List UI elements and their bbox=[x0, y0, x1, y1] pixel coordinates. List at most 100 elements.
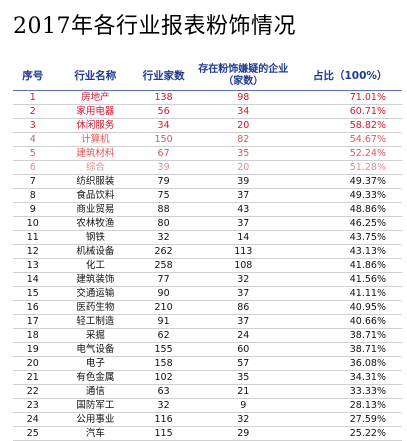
header-fraud-line2: （家数） bbox=[223, 75, 264, 87]
fraud-count-cell: 35 bbox=[237, 147, 250, 159]
table-row: 23 国防军工 32 9 28.13% bbox=[13, 398, 402, 412]
header-ratio: 占比（100%） bbox=[312, 70, 388, 83]
count-cell: 77 bbox=[157, 273, 170, 285]
fraud-count-cell: 57 bbox=[237, 357, 250, 369]
rank-cell: 14 bbox=[26, 273, 39, 285]
fraud-count-cell: 32 bbox=[237, 413, 250, 425]
table-row: 20 电子 158 57 36.08% bbox=[13, 356, 402, 370]
fraud-count-cell: 98 bbox=[237, 91, 250, 103]
count-cell: 102 bbox=[154, 371, 173, 383]
count-cell: 32 bbox=[157, 231, 170, 243]
fraud-count-cell: 39 bbox=[237, 175, 250, 187]
count-cell: 155 bbox=[154, 343, 173, 355]
table-row: 15 交通运输 90 37 41.11% bbox=[13, 286, 402, 300]
rank-cell: 5 bbox=[29, 147, 36, 159]
fraud-count-cell: 37 bbox=[237, 189, 250, 201]
ratio-cell: 54.67% bbox=[349, 133, 386, 145]
industry-cell: 交通运输 bbox=[76, 287, 115, 299]
count-cell: 62 bbox=[157, 329, 170, 341]
table-row: 3 休闲服务 34 20 58.82% bbox=[13, 118, 402, 132]
header-rank: 序号 bbox=[22, 70, 44, 83]
fraud-count-cell: 108 bbox=[234, 259, 253, 271]
industry-cell: 公用事业 bbox=[76, 413, 115, 425]
table-row: 14 建筑装饰 77 32 41.56% bbox=[13, 272, 402, 286]
rank-cell: 8 bbox=[29, 189, 36, 201]
industry-cell: 纺织服装 bbox=[76, 175, 115, 187]
rank-cell: 18 bbox=[26, 329, 39, 341]
fraud-count-cell: 24 bbox=[237, 329, 250, 341]
industry-cell: 化工 bbox=[85, 259, 105, 271]
table-row: 11 钢铁 32 14 43.75% bbox=[13, 230, 402, 244]
ratio-cell: 49.33% bbox=[349, 189, 386, 201]
table-row: 7 纺织服装 79 39 49.37% bbox=[13, 174, 402, 188]
rank-cell: 17 bbox=[26, 315, 39, 327]
ratio-cell: 38.71% bbox=[349, 343, 386, 355]
table-header-row: 序号 行业名称 行业家数 存在粉饰嫌疑的企业 （家数） 占比（100%） bbox=[13, 62, 402, 90]
fraud-count-cell: 37 bbox=[237, 287, 250, 299]
table-row: 6 综合 39 20 51.28% bbox=[13, 160, 402, 174]
industry-cell: 机械设备 bbox=[76, 245, 115, 257]
table-row: 4 计算机 150 82 54.67% bbox=[13, 132, 402, 146]
table-row: 1 房地产 138 98 71.01% bbox=[13, 90, 402, 104]
rank-cell: 20 bbox=[26, 357, 39, 369]
ratio-cell: 41.86% bbox=[349, 259, 386, 271]
fraud-count-cell: 9 bbox=[240, 399, 247, 411]
table-body: 1 房地产 138 98 71.01% 2 家用电器 56 34 60.71% 3 休闲服务 34 20 5… bbox=[13, 90, 402, 440]
industry-cell: 食品饮料 bbox=[76, 189, 115, 201]
rank-cell: 4 bbox=[29, 133, 36, 145]
ratio-cell: 40.66% bbox=[349, 315, 386, 327]
table-row: 25 汽车 115 29 25.22% bbox=[13, 426, 402, 440]
industry-cell: 医药生物 bbox=[76, 301, 115, 313]
ratio-cell: 33.33% bbox=[349, 385, 386, 397]
count-cell: 79 bbox=[157, 175, 170, 187]
rank-cell: 13 bbox=[26, 259, 39, 271]
table-row: 16 医药生物 210 86 40.95% bbox=[13, 300, 402, 314]
ratio-cell: 51.28% bbox=[349, 161, 386, 173]
industry-cell: 房地产 bbox=[81, 91, 110, 103]
industry-cell: 建筑装饰 bbox=[76, 273, 115, 285]
count-cell: 158 bbox=[154, 357, 173, 369]
industry-table: 序号 行业名称 行业家数 存在粉饰嫌疑的企业 （家数） 占比（100%） 1 房地… bbox=[13, 62, 402, 441]
count-cell: 88 bbox=[157, 203, 170, 215]
ratio-cell: 41.56% bbox=[349, 273, 386, 285]
table-row: 5 建筑材料 67 35 52.24% bbox=[13, 146, 402, 160]
fraud-count-cell: 34 bbox=[237, 105, 250, 117]
ratio-cell: 34.31% bbox=[349, 371, 386, 383]
ratio-cell: 71.01% bbox=[349, 91, 386, 103]
fraud-count-cell: 37 bbox=[237, 217, 250, 229]
ratio-cell: 27.59% bbox=[349, 413, 386, 425]
ratio-cell: 46.25% bbox=[349, 217, 386, 229]
fraud-count-cell: 37 bbox=[237, 315, 250, 327]
ratio-cell: 40.95% bbox=[349, 301, 386, 313]
table-row: 8 食品饮料 75 37 49.33% bbox=[13, 188, 402, 202]
count-cell: 115 bbox=[154, 427, 173, 439]
count-cell: 90 bbox=[157, 287, 170, 299]
rank-cell: 3 bbox=[29, 119, 36, 131]
rank-cell: 9 bbox=[29, 203, 36, 215]
ratio-cell: 36.08% bbox=[349, 357, 386, 369]
ratio-cell: 28.13% bbox=[349, 399, 386, 411]
rank-cell: 22 bbox=[26, 385, 39, 397]
fraud-count-cell: 20 bbox=[237, 119, 250, 131]
industry-cell: 综合 bbox=[85, 161, 105, 173]
rank-cell: 2 bbox=[29, 105, 36, 117]
industry-cell: 农林牧渔 bbox=[76, 217, 115, 229]
count-cell: 34 bbox=[157, 119, 170, 131]
industry-cell: 国防军工 bbox=[76, 399, 115, 411]
ratio-cell: 43.13% bbox=[349, 245, 386, 257]
count-cell: 150 bbox=[154, 133, 173, 145]
header-industry: 行业名称 bbox=[74, 70, 117, 83]
table-row: 12 机械设备 262 113 43.13% bbox=[13, 244, 402, 258]
industry-cell: 家用电器 bbox=[76, 105, 115, 117]
ratio-cell: 60.71% bbox=[349, 105, 386, 117]
fraud-count-cell: 113 bbox=[234, 245, 253, 257]
fraud-count-cell: 60 bbox=[237, 343, 250, 355]
ratio-cell: 41.11% bbox=[349, 287, 386, 299]
page-title: 2017年各行业报表粉饰情况 bbox=[13, 14, 296, 39]
table-row: 10 农林牧渔 80 37 46.25% bbox=[13, 216, 402, 230]
table-row: 24 公用事业 116 32 27.59% bbox=[13, 412, 402, 426]
rank-cell: 23 bbox=[26, 399, 39, 411]
ratio-cell: 38.71% bbox=[349, 329, 386, 341]
count-cell: 210 bbox=[154, 301, 173, 313]
fraud-count-cell: 35 bbox=[237, 371, 250, 383]
